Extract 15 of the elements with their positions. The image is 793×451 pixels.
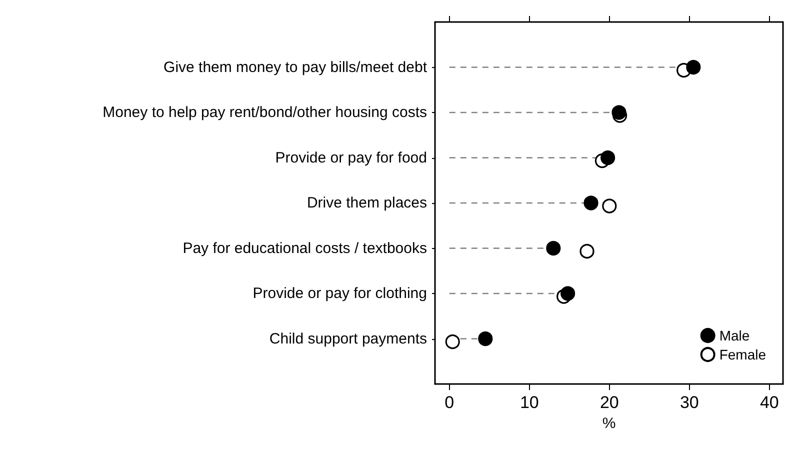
x-tick-label: 20 xyxy=(600,393,619,412)
x-tick-label: 40 xyxy=(760,393,779,412)
y-tick-label: Give them money to pay bills/meet debt xyxy=(164,58,428,76)
y-tick-label: Drive them places xyxy=(306,194,427,212)
y-tick-label: Money to help pay rent/bond/other housing costs xyxy=(102,104,427,121)
y-tick-label: Provide or pay for clothing xyxy=(252,285,427,302)
x-axis-title: % xyxy=(602,415,616,432)
y-tick-label: Provide or pay for food xyxy=(275,149,427,166)
legend-label: Male xyxy=(719,328,750,344)
x-tick-label: 0 xyxy=(444,393,454,412)
x-tick-label: 10 xyxy=(520,393,539,412)
legend-label: Female xyxy=(719,346,766,362)
y-tick-label: Child support payments xyxy=(269,330,427,348)
x-tick-label: 30 xyxy=(680,393,699,412)
y-tick-label: Pay for educational costs / textbooks xyxy=(182,240,427,257)
